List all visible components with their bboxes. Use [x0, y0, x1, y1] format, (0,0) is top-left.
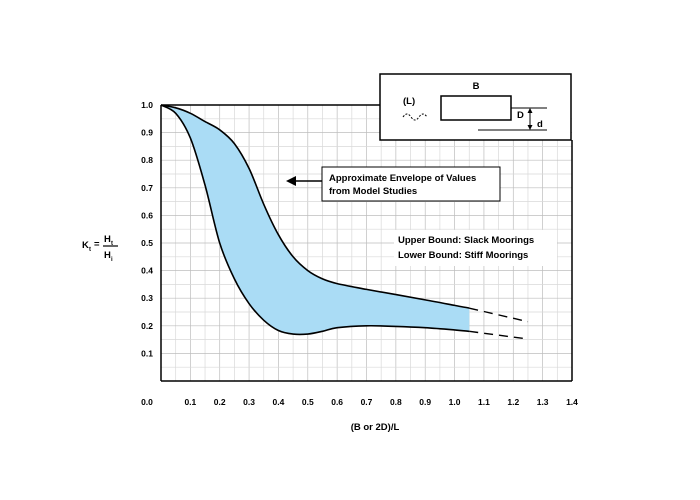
envelope-annotation-line2: from Model Studies [329, 186, 417, 197]
upper-bound-extension [469, 307, 529, 323]
upper-bound-line [160, 104, 470, 309]
x-tick-label: 0.0 [141, 397, 153, 407]
y-label-num: H [104, 234, 111, 245]
y-tick-label: 0.4 [141, 266, 153, 276]
x-tick-label: 0.4 [273, 397, 285, 407]
x-axis-label: (B or 2D)/L [351, 422, 400, 433]
y-tick-label: 0.2 [141, 321, 153, 331]
bounds-upper-label: Upper Bound: Slack Moorings [398, 235, 534, 246]
y-label-k-sub: t [89, 247, 91, 253]
y-tick-label: 0.3 [141, 293, 153, 303]
y-tick-labels: 0.1 0.2 0.3 0.4 0.5 0.6 0.7 0.8 0.9 1.0 [141, 100, 153, 358]
lower-bound-line [160, 104, 470, 336]
envelope-fill [161, 105, 470, 335]
inset-lower-d-label: d [537, 119, 543, 130]
bounds-annotation: Upper Bound: Slack Moorings Lower Bound:… [394, 230, 557, 266]
x-tick-label: 1.3 [537, 397, 549, 407]
x-tick-label: 1.1 [478, 397, 490, 407]
inset-b-label: B [473, 81, 480, 92]
inset-d-arrowhead-top [527, 108, 533, 113]
inset-breakwater [440, 95, 512, 121]
y-label-num-sub: t [111, 241, 113, 247]
x-tick-label: 0.7 [361, 397, 373, 407]
y-tick-label: 0.8 [141, 155, 153, 165]
y-tick-label: 0.7 [141, 183, 153, 193]
envelope-annotation: Approximate Envelope of Values from Mode… [286, 166, 501, 202]
envelope-annotation-line1: Approximate Envelope of Values [329, 173, 476, 184]
x-tick-label: 0.1 [184, 397, 196, 407]
y-tick-label: 0.5 [141, 238, 153, 248]
x-tick-label: 0.8 [390, 397, 402, 407]
inset-upper-d-label: D [517, 110, 524, 121]
x-tick-label: 1.0 [449, 397, 461, 407]
y-tick-label: 1.0 [141, 100, 153, 110]
x-tick-label: 1.4 [566, 397, 578, 407]
y-axis-label: K t = H t H i [82, 234, 118, 263]
x-tick-label: 0.9 [419, 397, 431, 407]
plot-frame [160, 104, 573, 382]
inset-wave-label: (L) [403, 96, 415, 107]
envelope-arrowhead [286, 176, 296, 186]
inset-schematic: B D d (L) [379, 73, 572, 141]
lower-bound-extension [469, 330, 529, 340]
inset-wave-icon [402, 113, 428, 121]
y-tick-label: 0.9 [141, 128, 153, 138]
x-tick-label: 0.5 [302, 397, 314, 407]
x-tick-labels: 0.0 0.1 0.2 0.3 0.4 0.5 0.6 0.7 0.8 0.9 1.0 1.1 1.2 1… [141, 397, 578, 407]
x-tick-label: 0.3 [243, 397, 255, 407]
bounds-annotation-box [394, 230, 557, 266]
envelope-annotation-box [321, 166, 501, 202]
inset-d-arrowhead-bottom [527, 125, 533, 130]
envelope-band [160, 104, 529, 340]
y-label-den-sub: i [111, 257, 113, 263]
x-tick-label: 1.2 [507, 397, 519, 407]
y-label-den: H [104, 250, 111, 261]
y-label-eq: = [94, 239, 100, 250]
bounds-lower-label: Lower Bound: Stiff Moorings [398, 250, 528, 261]
y-tick-label: 0.1 [141, 348, 153, 358]
x-tick-label: 0.2 [214, 397, 226, 407]
x-tick-label: 0.6 [331, 397, 343, 407]
y-tick-label: 0.6 [141, 210, 153, 220]
y-label-k: K [82, 240, 89, 251]
